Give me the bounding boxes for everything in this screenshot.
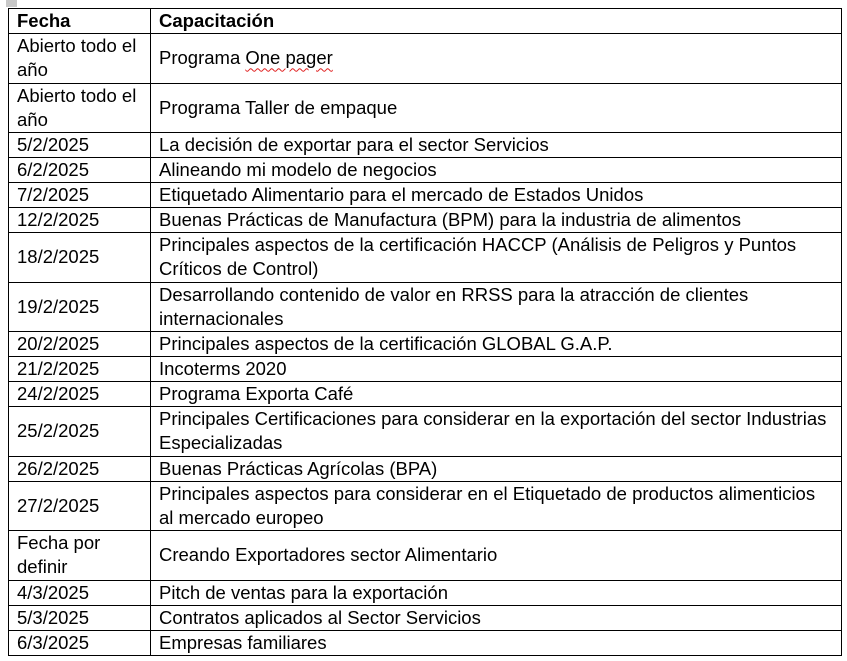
fecha-cell: 24/2/2025 (8, 381, 151, 407)
table-move-handle[interactable] (6, 0, 17, 7)
table-row: 4/3/2025 Pitch de ventas para la exportac… (8, 579, 842, 606)
fecha-cell: 5/2/2025 (8, 132, 151, 158)
table-row: 27/2/2025 Principales aspectos para consi… (8, 480, 842, 531)
table-header-row: Fecha Capacitación (8, 8, 842, 34)
table-row: Abierto todo el año Programa One pager (8, 33, 842, 84)
fecha-cell: Abierto todo el año (8, 33, 151, 84)
table-row: 5/3/2025 Contratos aplicados al Sector Se… (8, 604, 842, 631)
capacitacion-cell: Principales aspectos de la certificación… (150, 232, 842, 283)
capacitacion-cell: Incoterms 2020 (150, 356, 842, 382)
table-row: 21/2/2025 Incoterms 2020 (8, 356, 842, 382)
table-row: 24/2/2025 Programa Exporta Café (8, 381, 842, 407)
table-row: 6/2/2025 Alineando mi modelo de negocios (8, 157, 842, 183)
table-row: 6/3/2025 Empresas familiares (8, 629, 842, 656)
fecha-cell: 6/2/2025 (8, 157, 151, 183)
fecha-cell: 7/2/2025 (8, 182, 151, 208)
fecha-cell: 25/2/2025 (8, 406, 151, 457)
capacitacion-cell: Creando Exportadores sector Alimentario (150, 530, 842, 581)
capacitacion-cell: Empresas familiares (150, 629, 842, 656)
capacitacion-cell: Alineando mi modelo de negocios (150, 157, 842, 183)
capacitacion-cell: Contratos aplicados al Sector Servicios (150, 604, 842, 631)
fecha-cell: 20/2/2025 (8, 331, 151, 357)
table-row: 25/2/2025 Principales Certificaciones par… (8, 406, 842, 457)
fecha-cell: 12/2/2025 (8, 207, 151, 233)
header-capacitacion: Capacitación (150, 8, 842, 34)
table-row: 26/2/2025 Buenas Prácticas Agrícolas (BPA… (8, 455, 842, 482)
spellcheck-underline: One pager (245, 47, 333, 69)
table-row: 7/2/2025 Etiquetado Alimentario para el m… (8, 182, 842, 208)
capacitacion-cell: Pitch de ventas para la exportación (150, 579, 842, 606)
fecha-cell: 27/2/2025 (8, 480, 151, 531)
fecha-cell: Abierto todo el año (8, 82, 151, 133)
capacitacion-cell: Principales Certificaciones para conside… (150, 406, 842, 457)
header-fecha: Fecha (8, 8, 151, 34)
table-row: Abierto todo el año Programa Taller de em… (8, 82, 842, 133)
capacitacion-cell: Programa Exporta Café (150, 381, 842, 407)
table-row: 19/2/2025 Desarrollando contenido de valo… (8, 281, 842, 332)
capacitacion-cell: Etiquetado Alimentario para el mercado d… (150, 182, 842, 208)
capacitacion-cell: Programa Taller de empaque (150, 82, 842, 133)
fecha-cell: 5/3/2025 (8, 604, 151, 631)
table-row: 12/2/2025 Buenas Prácticas de Manufactura… (8, 207, 842, 233)
fecha-cell: 19/2/2025 (8, 281, 151, 332)
capacitacion-cell: Buenas Prácticas de Manufactura (BPM) pa… (150, 207, 842, 233)
table-row: 5/2/2025 La decisión de exportar para el … (8, 132, 842, 158)
fecha-cell: Fecha por definir (8, 530, 151, 581)
fecha-cell: 4/3/2025 (8, 579, 151, 606)
capacitacion-cell: La decisión de exportar para el sector S… (150, 132, 842, 158)
table-row: 18/2/2025 Principales aspectos de la cert… (8, 232, 842, 283)
capacitacion-cell: Programa One pager (150, 33, 842, 84)
capacitacion-cell: Principales aspectos para considerar en … (150, 480, 842, 531)
capacitaciones-table: Fecha Capacitación Abierto todo el año Pr… (8, 8, 842, 656)
table-row: Fecha por definir Creando Exportadores se… (8, 530, 842, 581)
capacitacion-cell: Principales aspectos de la certificación… (150, 331, 842, 357)
fecha-cell: 21/2/2025 (8, 356, 151, 382)
fecha-cell: 26/2/2025 (8, 455, 151, 482)
capacitacion-cell: Buenas Prácticas Agrícolas (BPA) (150, 455, 842, 482)
fecha-cell: 6/3/2025 (8, 629, 151, 656)
fecha-cell: 18/2/2025 (8, 232, 151, 283)
capacitacion-cell: Desarrollando contenido de valor en RRSS… (150, 281, 842, 332)
table-row: 20/2/2025 Principales aspectos de la cert… (8, 331, 842, 357)
